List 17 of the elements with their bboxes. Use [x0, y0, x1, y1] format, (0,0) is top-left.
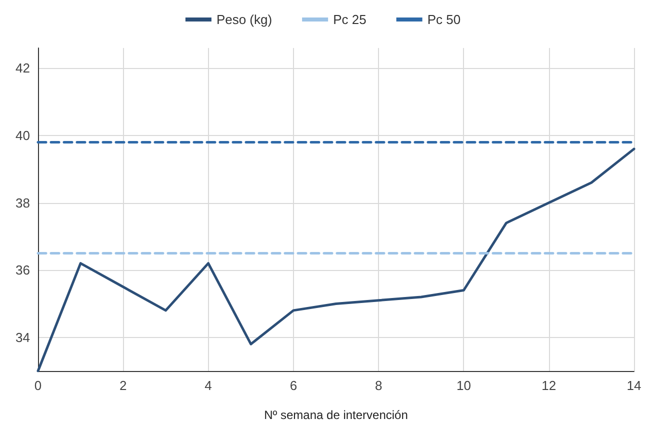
x-tick-label: 4	[204, 378, 212, 393]
x-tick-label: 2	[120, 378, 127, 393]
x-axis-title: Nº semana de intervención	[264, 408, 408, 422]
y-tick-label: 34	[16, 330, 30, 345]
legend-label: Pc 25	[333, 12, 366, 27]
legend-label: Peso (kg)	[216, 12, 272, 27]
x-tick-label: 14	[626, 378, 642, 393]
x-tick-label: 10	[456, 378, 471, 393]
legend-label: Pc 50	[427, 12, 461, 27]
x-tick-label: 0	[34, 378, 42, 393]
y-tick-label: 36	[16, 262, 30, 278]
x-tick-label: 8	[374, 378, 382, 393]
y-tick-label: 42	[16, 60, 30, 76]
y-tick-label: 38	[16, 195, 30, 210]
y-tick-label: 40	[16, 128, 30, 143]
x-tick-label: 12	[542, 378, 556, 393]
x-tick-label: 6	[290, 378, 298, 393]
